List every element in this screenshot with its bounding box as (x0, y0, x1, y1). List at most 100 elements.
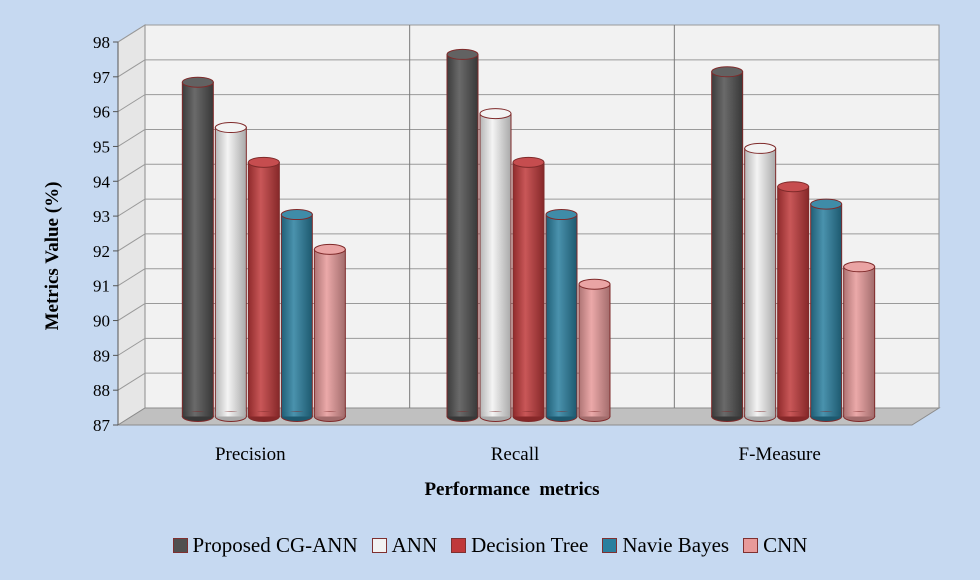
bar (313, 243, 346, 422)
legend-item: Proposed CG-ANN (172, 533, 358, 558)
bar (280, 209, 313, 422)
bar-body-fill (778, 411, 809, 417)
bar-top (843, 261, 876, 273)
y-tick-label: 92 (93, 242, 110, 261)
bar (247, 156, 280, 422)
y-tick-label: 95 (93, 137, 110, 156)
bar (545, 209, 578, 422)
bar-body-fill (745, 411, 776, 417)
bar-top (744, 142, 777, 154)
bar (777, 181, 810, 422)
bar-body-fill (182, 411, 213, 417)
bar-top (214, 122, 247, 134)
bar (214, 122, 247, 422)
gridline-side (117, 129, 146, 147)
bar-top (280, 209, 313, 221)
bar-top (810, 198, 843, 210)
gridline-side (117, 163, 146, 182)
bar-body (711, 71, 744, 418)
bar-body (843, 266, 876, 418)
gridline-side (117, 337, 146, 356)
bar-top (545, 209, 578, 221)
bar-body-fill (248, 411, 279, 417)
bar-top (247, 156, 280, 168)
bar-top (512, 156, 545, 168)
legend-swatch (602, 538, 618, 553)
legend-swatch (371, 538, 387, 553)
gridline-side (117, 94, 146, 113)
bar (181, 76, 214, 422)
bar (810, 198, 843, 422)
bar-top (446, 48, 479, 60)
y-tick-label: 97 (93, 68, 111, 87)
x-axis-title: Performance metrics (424, 479, 599, 500)
y-tick-label: 88 (93, 381, 110, 400)
legend: Proposed CG-ANN ANN Decision Tree Navie Bay… (0, 533, 980, 558)
gridline-side (117, 198, 146, 217)
bar-body-fill (811, 411, 842, 417)
bar-body (247, 161, 280, 417)
bar-top (777, 181, 810, 193)
bar-top (479, 108, 512, 120)
bar (479, 108, 512, 422)
bar (512, 156, 545, 422)
bar (843, 261, 876, 422)
bar-body-fill (314, 411, 345, 417)
gridline-side (117, 233, 146, 252)
bar-body (479, 113, 512, 417)
bar-body-fill (513, 411, 544, 417)
legend-item: Decision Tree (451, 533, 588, 558)
legend-item: ANN (371, 533, 438, 558)
category-label: F-Measure (739, 444, 821, 465)
gridline-side (117, 303, 146, 321)
bar-body (810, 203, 843, 417)
legend-label: CNN (763, 533, 808, 557)
bar-body-fill (215, 411, 246, 417)
bar-body (181, 81, 214, 417)
bar-body (777, 186, 810, 417)
bar-body-fill (480, 411, 511, 417)
bar-body-fill (447, 411, 478, 417)
y-tick-label: 91 (93, 277, 110, 296)
y-tick-label: 90 (93, 312, 110, 331)
y-tick-label: 94 (93, 172, 111, 191)
bar (578, 278, 611, 422)
legend-item: Navie Bayes (602, 533, 729, 558)
bar-top (578, 278, 611, 290)
bar-body-fill (712, 411, 743, 417)
y-tick-label: 89 (93, 346, 110, 365)
bar-body (313, 248, 346, 417)
bar-body-fill (579, 411, 610, 417)
bar (711, 66, 744, 422)
gridline-side (117, 372, 146, 391)
legend-label: Proposed CG-ANN (192, 533, 358, 557)
bar-top (181, 76, 214, 88)
bar-body (578, 283, 611, 418)
bar-body (545, 214, 578, 417)
bar (446, 48, 479, 422)
y-axis-title: Metrics Value (%) (42, 182, 63, 331)
bar-body (512, 161, 545, 417)
bar (744, 142, 777, 422)
category-label: Recall (491, 444, 540, 465)
bar-top (711, 66, 744, 78)
bar-top (313, 243, 346, 255)
category-label: Precision (215, 444, 286, 465)
legend-swatch (743, 538, 759, 553)
gridline-side (117, 59, 146, 78)
bar-body (744, 147, 777, 417)
legend-label: ANN (391, 533, 438, 557)
y-tick-label: 96 (93, 103, 110, 122)
side-wall (117, 24, 146, 426)
legend-swatch (172, 538, 188, 553)
bar-body-fill (844, 411, 875, 417)
legend-label: Decision Tree (471, 533, 589, 557)
bar-body-fill (546, 411, 577, 417)
bar-body (446, 53, 479, 418)
y-tick-label: 98 (93, 33, 110, 52)
gridline-side (117, 24, 146, 43)
y-tick-label: 87 (93, 416, 111, 435)
bar-body-fill (281, 411, 312, 417)
bar-body (280, 214, 313, 417)
